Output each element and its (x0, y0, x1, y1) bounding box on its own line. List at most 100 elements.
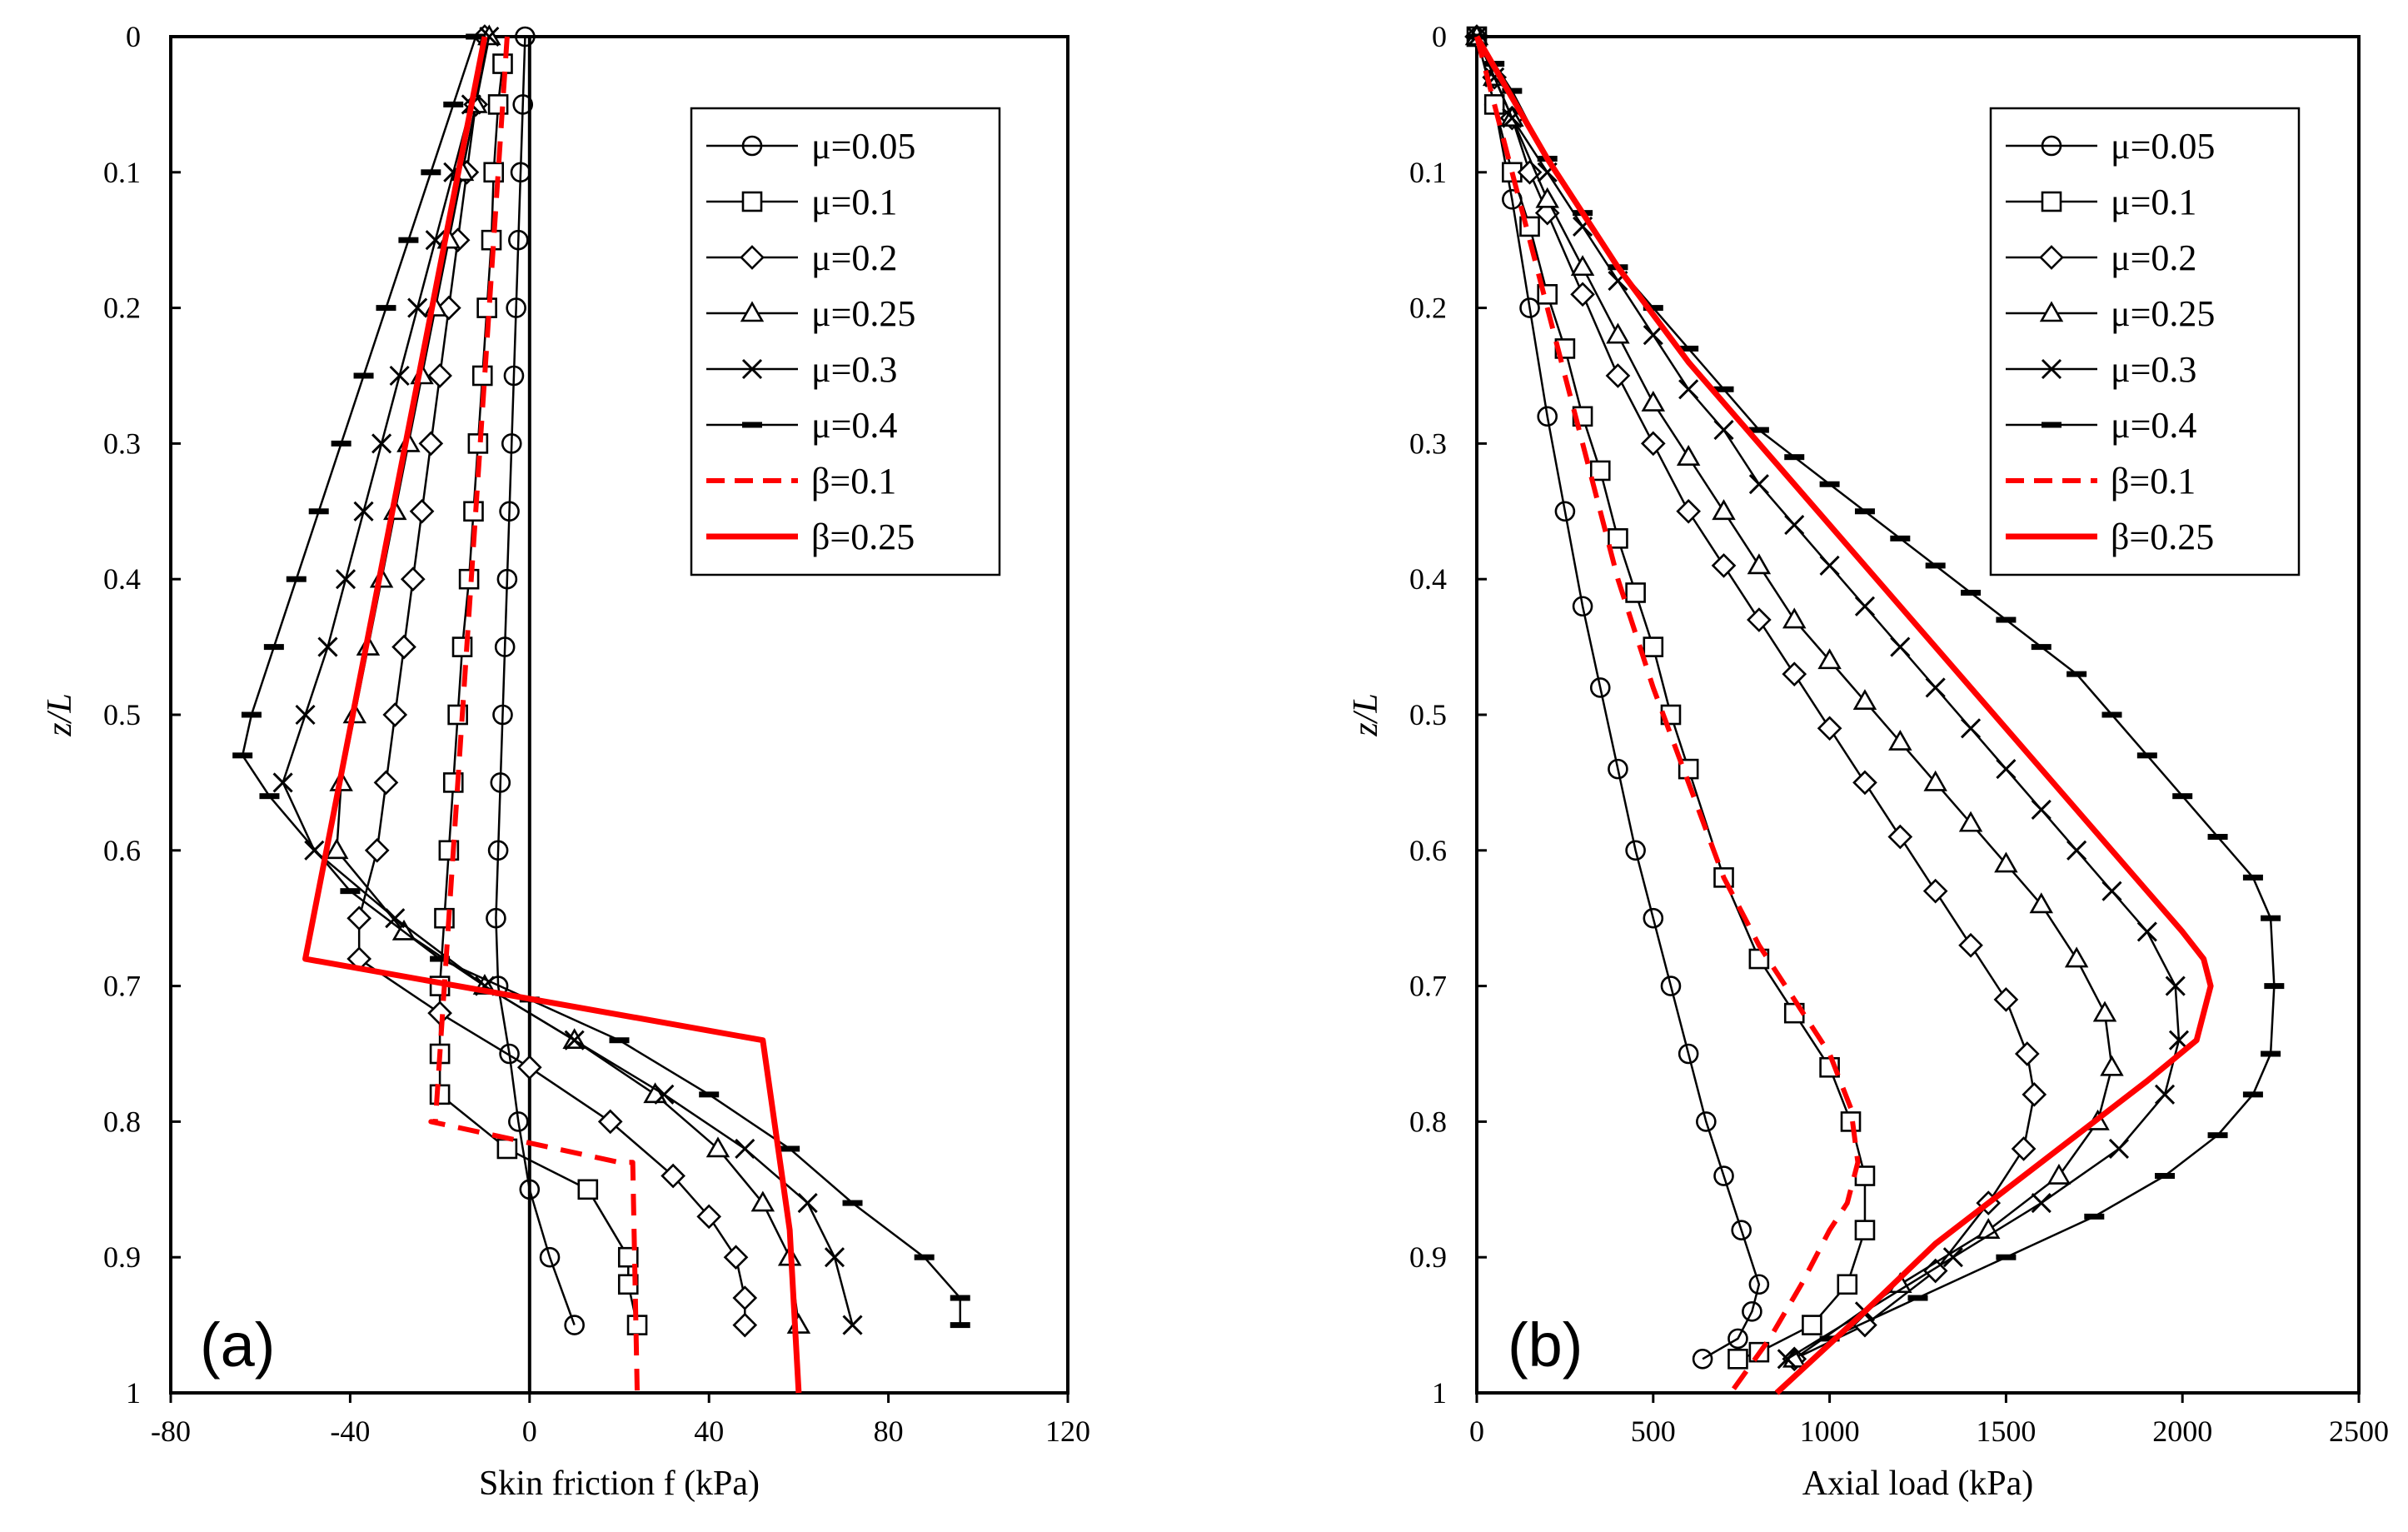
data-point (335, 569, 356, 590)
data-point (2264, 983, 2285, 990)
data-point (259, 793, 280, 800)
data-point (705, 1136, 730, 1158)
data-point (1605, 363, 1631, 388)
data-point (407, 297, 428, 318)
data-point (1923, 770, 1947, 791)
data-point (2101, 881, 2122, 901)
data-point (2029, 892, 2054, 914)
data-point (2047, 1163, 2071, 1185)
data-point (1643, 325, 1663, 346)
legend-marker (2042, 422, 2062, 428)
data-point (2031, 799, 2052, 821)
data-point (1570, 255, 1595, 277)
data-point (317, 636, 338, 657)
data-point (353, 501, 374, 521)
series-μ=0.05 (486, 26, 585, 1335)
data-point (797, 1193, 818, 1214)
data-point (2014, 1041, 2040, 1066)
legend-label: μ=0.3 (811, 349, 897, 390)
data-point (476, 297, 497, 318)
data-point (409, 498, 435, 524)
data-point (1731, 1220, 1752, 1240)
data-point (1641, 390, 1666, 412)
series-μ=0.4 (232, 33, 970, 1329)
panel-label: (a) (200, 1310, 275, 1380)
y-axis-label: z/L (1347, 693, 1385, 736)
data-point (1852, 770, 1877, 796)
data-point (1817, 648, 1842, 670)
data-point (950, 1322, 970, 1329)
data-point (617, 1246, 639, 1268)
data-point (1782, 661, 1807, 686)
y-tick-label: 0.9 (1409, 1240, 1447, 1274)
data-point (1692, 1349, 1713, 1370)
data-point (353, 372, 374, 379)
data-point (346, 906, 372, 931)
data-point (492, 704, 513, 726)
data-point (2066, 840, 2087, 861)
data-point (501, 433, 522, 454)
data-point (1784, 454, 1805, 461)
data-point (780, 1145, 800, 1152)
data-point (1837, 1274, 1858, 1295)
data-point (1572, 596, 1593, 617)
x-tick-label: 40 (694, 1415, 724, 1448)
data-point (1994, 851, 2018, 873)
y-tick-label: 0.5 (103, 698, 141, 731)
data-point (1589, 677, 1611, 698)
y-tick-label: 0.7 (1409, 970, 1447, 1003)
data-point (1640, 431, 1666, 457)
data-point (1922, 878, 1948, 904)
data-point (385, 908, 406, 929)
data-point (382, 702, 408, 727)
legend-label: β=0.1 (2111, 461, 2196, 502)
legend-marker (741, 191, 763, 212)
legend-label: μ=0.4 (2111, 405, 2196, 446)
legend-label: β=0.25 (811, 516, 915, 557)
series-β=0.25 (302, 36, 802, 1394)
data-point (1712, 499, 1736, 521)
data-point (510, 162, 531, 183)
data-point (1625, 582, 1646, 603)
y-axis-label: z/L (41, 693, 79, 736)
data-point (1678, 345, 1699, 352)
data-point (1854, 596, 1876, 616)
data-point (2011, 1136, 2037, 1161)
y-tick-label: 0.3 (103, 427, 141, 460)
data-point (1643, 907, 1664, 929)
data-point (1713, 420, 1734, 441)
panel-label: (b) (1508, 1310, 1583, 1380)
data-point (1742, 1301, 1762, 1322)
y-tick-label: 0.1 (1409, 156, 1447, 189)
y-tick-label: 0.7 (103, 970, 141, 1003)
data-point (2108, 1138, 2130, 1160)
data-point (2084, 1213, 2105, 1220)
legend-marker (740, 301, 765, 322)
data-point (492, 53, 513, 74)
data-point (308, 508, 329, 515)
y-tick-label: 0.9 (103, 1240, 141, 1274)
data-point (1643, 636, 1664, 657)
series-line (1475, 36, 2113, 1360)
x-tick-label: 120 (1045, 1415, 1090, 1448)
data-point (490, 772, 511, 793)
legend-label: β=0.25 (2111, 516, 2214, 557)
data-point (1608, 528, 1628, 549)
series-μ=0.3 (1466, 26, 2190, 1370)
data-point (486, 907, 506, 929)
x-tick-label: 2000 (2152, 1415, 2212, 1448)
data-point (1727, 1349, 1748, 1370)
data-point (427, 363, 452, 388)
data-point (2261, 1050, 2281, 1057)
legend-box (1989, 107, 2301, 576)
data-point (1660, 976, 1682, 996)
data-point (1748, 474, 1769, 495)
x-tick-label: 1500 (1976, 1415, 2036, 1448)
data-point (471, 365, 493, 387)
data-point (1748, 1274, 1770, 1295)
data-point (421, 169, 441, 176)
data-point (1888, 729, 1912, 751)
legend-marker (741, 358, 763, 380)
x-tick-label: 500 (1631, 1415, 1676, 1448)
